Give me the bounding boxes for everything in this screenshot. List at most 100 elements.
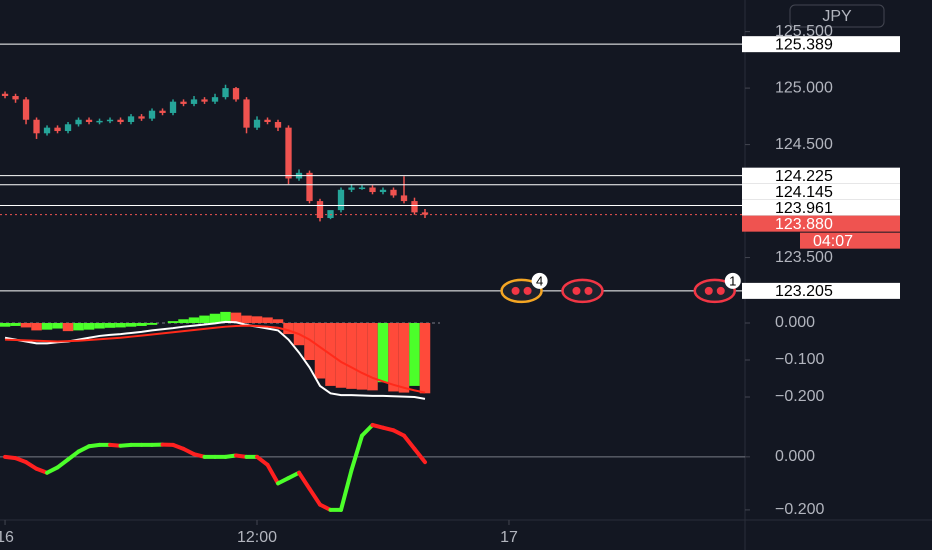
histogram-bar — [62, 322, 74, 332]
candle-body — [190, 99, 198, 104]
histogram-bar — [377, 322, 389, 383]
histogram-bar — [304, 322, 315, 360]
histogram-bar — [125, 322, 137, 327]
candle-body — [285, 127, 292, 179]
histogram-bar — [209, 313, 221, 323]
histogram-bar — [167, 321, 179, 323]
candle-body — [316, 201, 324, 219]
oscillator-segment — [66, 449, 81, 462]
y-tick-label: 0.000 — [775, 448, 815, 465]
candle-body — [243, 99, 250, 128]
histogram-bar — [52, 322, 63, 329]
x-tick-label: 16 — [0, 529, 14, 546]
histogram-bar — [10, 322, 21, 326]
oscillator-segment — [349, 433, 365, 473]
event-dot — [572, 286, 581, 295]
candle-body — [127, 116, 135, 122]
candle-body — [400, 195, 408, 202]
y-tick-label: −0.200 — [775, 501, 824, 518]
candle-body — [358, 187, 366, 190]
y-tick-label: 125.000 — [775, 79, 833, 96]
histogram-bar — [283, 322, 294, 335]
candle-body — [390, 189, 397, 196]
candle-body — [64, 124, 72, 132]
candle-body — [180, 101, 187, 104]
candle-body — [148, 110, 156, 119]
oscillator-segment — [255, 454, 270, 467]
histogram-bar — [356, 322, 368, 390]
oscillator-segment — [401, 433, 417, 451]
event-icon — [693, 278, 737, 304]
countdown: 04:07 — [813, 233, 853, 250]
histogram-bar — [115, 322, 126, 328]
candle-body — [264, 119, 271, 122]
candle-body — [274, 122, 282, 128]
price-label: 124.225 — [775, 168, 833, 185]
histogram-bar — [41, 322, 53, 330]
price-label: 123.880 — [775, 216, 833, 233]
event-icon — [500, 278, 543, 304]
histogram-bar — [31, 322, 42, 331]
histogram-bar — [104, 322, 116, 328]
event-badge — [724, 272, 741, 289]
price-label-box — [742, 215, 900, 232]
candle-body — [306, 172, 313, 202]
histogram-bar — [241, 315, 252, 323]
candle-body — [33, 119, 40, 134]
candle-body — [348, 187, 355, 190]
histogram-bar — [419, 322, 431, 394]
candle-body — [117, 119, 124, 122]
candle-body — [232, 88, 240, 100]
candle-body — [106, 119, 114, 122]
currency-box[interactable] — [789, 4, 885, 28]
oscillator-segment — [412, 446, 427, 465]
histogram-bar — [199, 315, 210, 323]
candle-body — [379, 189, 387, 193]
oscillator-segment — [360, 423, 375, 438]
candle-body — [327, 210, 334, 219]
price-label-box — [742, 199, 900, 216]
histogram-bar — [178, 319, 189, 323]
price-label-box — [742, 282, 900, 299]
event-dot — [704, 286, 713, 295]
histogram-bar — [20, 322, 32, 328]
event-icon — [561, 278, 604, 304]
candle-body — [138, 116, 145, 119]
oscillator-segment — [339, 468, 354, 512]
event-dot — [716, 286, 725, 295]
x-tick-label: 12:00 — [237, 529, 277, 546]
histogram-bar — [188, 317, 200, 323]
candle-body — [54, 127, 61, 132]
price-label-box — [742, 167, 900, 184]
histogram-bar — [136, 322, 147, 326]
candle-body — [337, 189, 345, 211]
candle-body — [159, 110, 166, 113]
price-label-box — [742, 36, 900, 53]
oscillator-segment — [297, 470, 312, 491]
price-label-box — [742, 183, 900, 200]
macd-line — [5, 324, 426, 394]
oscillator-segment — [55, 457, 71, 470]
candle-body — [211, 97, 219, 102]
price-label: 123.961 — [775, 200, 833, 217]
y-tick-label: −0.100 — [775, 351, 824, 368]
event-dot — [584, 286, 593, 295]
oscillator-segment — [265, 462, 281, 486]
histogram-bar — [0, 322, 11, 327]
histogram-bar — [398, 322, 410, 393]
candle-body — [411, 201, 418, 213]
histogram-bar — [409, 322, 420, 386]
candle-body — [1, 93, 9, 97]
histogram-bar — [83, 322, 95, 330]
countdown-box — [800, 232, 900, 249]
candle-body — [75, 119, 82, 125]
y-tick-label: 123.500 — [775, 249, 833, 266]
candle-body — [96, 120, 103, 123]
histogram-bar — [367, 322, 378, 391]
price-label: 124.145 — [775, 184, 833, 201]
currency: JPY — [822, 8, 852, 25]
y-tick-label: 125.500 — [775, 23, 833, 40]
candle-body — [222, 88, 229, 98]
